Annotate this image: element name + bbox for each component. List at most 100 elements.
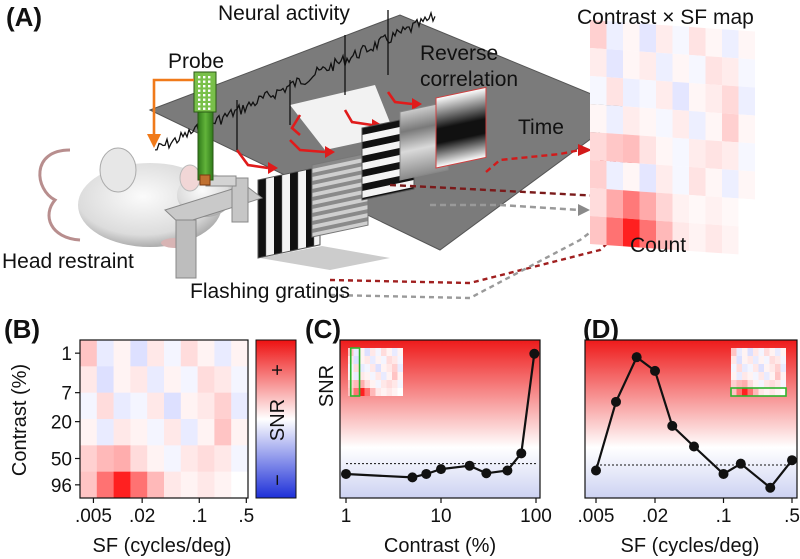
heatmap-cell xyxy=(80,445,98,472)
heatmap-cell xyxy=(164,340,182,367)
inset-cell xyxy=(364,388,370,396)
inset-cell xyxy=(780,364,786,372)
heatmap-b-yticks: 1 7 20 50 96 xyxy=(51,344,80,497)
heatmap-cell xyxy=(130,419,148,446)
heatmap-cell xyxy=(80,471,98,499)
heatmap-cell xyxy=(164,366,182,393)
heatmap-cell xyxy=(130,366,148,393)
label-time: Time xyxy=(518,116,564,139)
inset-cell xyxy=(381,356,387,364)
inset-cell xyxy=(769,380,775,388)
inset-cell xyxy=(381,372,387,380)
data-point xyxy=(735,458,746,469)
inset-cell xyxy=(769,356,775,364)
map-cell xyxy=(623,106,640,136)
head-restraint xyxy=(164,175,264,279)
inset-cell xyxy=(764,372,770,380)
inset-cell xyxy=(353,372,359,380)
inset-cell xyxy=(742,388,748,396)
heatmap-cell xyxy=(164,445,182,472)
panel-b: (B) 1 7 20 50 96 .005 .02 .1 .5 Contrast (%) SF… xyxy=(4,314,297,557)
xtick-label: .5 xyxy=(784,506,800,527)
map-cell xyxy=(672,25,689,55)
chart-d-plot xyxy=(591,352,797,493)
inset-cell xyxy=(359,372,365,380)
inset-cell xyxy=(359,380,365,388)
map-cell xyxy=(623,218,640,248)
snr-colorbar-label: SNR xyxy=(267,399,289,441)
inset-cell xyxy=(747,348,753,356)
inset-cell xyxy=(381,388,387,396)
heatmap-b-frame xyxy=(79,339,249,499)
heatmap-b-ytick-label: 1 xyxy=(61,344,72,365)
probe-arrow xyxy=(152,78,194,138)
chart-c-xticks: 1 10 100 xyxy=(341,498,552,527)
heatmap-cell xyxy=(180,445,198,472)
inset-cell xyxy=(742,364,748,372)
inset-cell xyxy=(364,356,370,364)
snr-colorbar xyxy=(255,339,297,499)
inset-cell xyxy=(386,356,392,364)
inset-cell xyxy=(386,348,392,356)
inset-cell xyxy=(753,364,759,372)
heatmap-b-xtick-label: .005 xyxy=(75,506,112,527)
xtick-label: 1 xyxy=(341,506,352,527)
map-cell xyxy=(656,192,673,222)
inset-cell xyxy=(353,348,359,356)
label-contrast-sf-map: Contrast × SF map xyxy=(577,6,754,29)
heatmap-b-ytick-label: 20 xyxy=(51,413,72,434)
heatmap-cell xyxy=(197,392,215,420)
inset-cell xyxy=(381,364,387,372)
inset-cell xyxy=(775,372,781,380)
heatmap-cell xyxy=(164,471,182,499)
inset-cell xyxy=(769,364,775,372)
inset-cell xyxy=(392,380,398,388)
inset-cell xyxy=(397,356,403,364)
map-cell xyxy=(705,56,722,86)
inset-cell xyxy=(742,348,748,356)
inset-cell xyxy=(736,380,742,388)
inset-cell xyxy=(780,356,786,364)
inset-cell xyxy=(397,388,403,396)
map-cell xyxy=(689,54,706,85)
xtick-label: .005 xyxy=(578,506,615,527)
xtick-label: 100 xyxy=(520,506,552,527)
map-cell xyxy=(656,108,673,138)
heatmap-cell xyxy=(180,366,198,393)
heatmap-cell xyxy=(80,340,98,367)
heatmap-cell xyxy=(197,340,215,367)
panel-a: (A) xyxy=(2,2,755,303)
inset-cell xyxy=(731,348,737,356)
inset-cell xyxy=(758,364,764,372)
map-cell xyxy=(722,141,739,171)
grating-stimuli xyxy=(257,86,487,270)
inset-cell xyxy=(375,372,381,380)
map-cell xyxy=(606,105,623,135)
heatmap-cell xyxy=(180,392,198,420)
heatmap-cell xyxy=(130,471,148,499)
inset-cell xyxy=(764,380,770,388)
heatmap-cell xyxy=(180,340,198,367)
map-cell xyxy=(606,161,623,191)
heatmap-cell xyxy=(164,392,182,420)
data-point xyxy=(611,396,622,407)
label-reverse: Reverse xyxy=(420,42,498,65)
inset-cell xyxy=(386,380,392,388)
map-cell xyxy=(639,79,656,109)
inset-cell xyxy=(747,372,753,380)
data-point xyxy=(502,465,513,476)
heatmap-cell xyxy=(80,419,98,446)
snr-colorbar-minus: − xyxy=(267,474,289,486)
inset-cell xyxy=(780,372,786,380)
inset-cell xyxy=(747,364,753,372)
inset-cell xyxy=(736,364,742,372)
inset-cell xyxy=(769,388,775,396)
inset-cell xyxy=(736,356,742,364)
heatmap-cell xyxy=(231,471,249,499)
label-probe: Probe xyxy=(168,50,224,73)
map-cell xyxy=(590,188,607,218)
data-point xyxy=(718,468,729,479)
data-point xyxy=(421,468,432,479)
map-cell xyxy=(722,85,739,115)
